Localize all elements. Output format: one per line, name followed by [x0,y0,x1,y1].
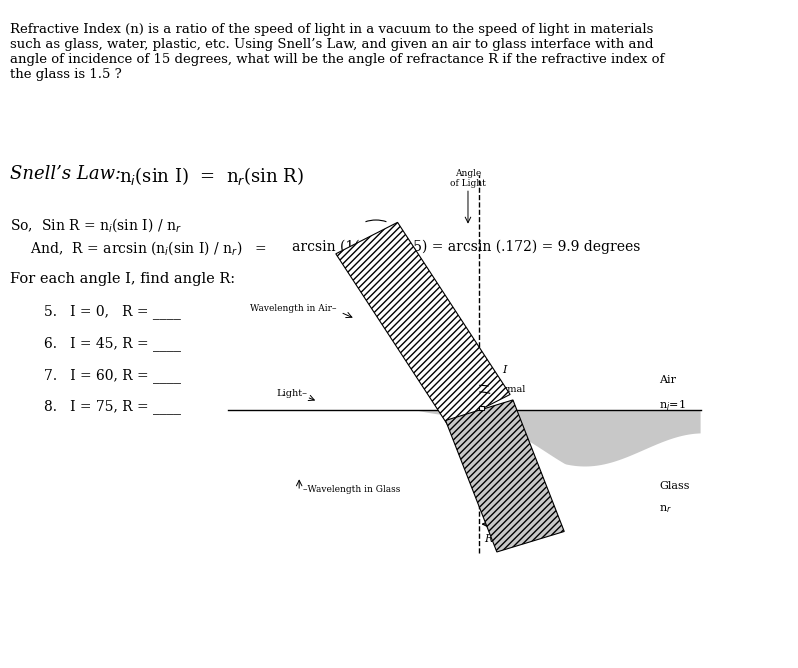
Text: Snell’s Law:: Snell’s Law: [10,165,133,183]
Text: Angle
of Light: Angle of Light [450,169,486,188]
Text: Air: Air [659,375,677,385]
Text: 6.   I = 45, R = ____: 6. I = 45, R = ____ [44,336,181,351]
Text: 8.   I = 75, R = ____: 8. I = 75, R = ____ [44,399,181,414]
Text: 7.   I = 60, R = ____: 7. I = 60, R = ____ [44,368,181,383]
Text: n$_j$=1: n$_j$=1 [659,399,686,415]
Text: n$_r$: n$_r$ [659,504,672,516]
Polygon shape [336,222,510,426]
Text: Wavelength in Air–: Wavelength in Air– [251,305,337,313]
Text: Glass: Glass [659,482,689,492]
Text: arcsin (1(.259)/1.5) = arcsin (.172) = 9.9 degrees: arcsin (1(.259)/1.5) = arcsin (.172) = 9… [291,239,640,254]
Text: And,  R = arcsin (n$_i$(sin I) / n$_r$)   =: And, R = arcsin (n$_i$(sin I) / n$_r$) = [22,239,277,257]
Text: Refractive Index (n) is a ratio of the speed of light in a vacuum to the speed o: Refractive Index (n) is a ratio of the s… [10,23,665,81]
Text: n$_i$(sin I)  =  n$_r$(sin R): n$_i$(sin I) = n$_r$(sin R) [119,165,304,187]
Text: So,  Sin R = n$_i$(sin I) / n$_r$: So, Sin R = n$_i$(sin I) / n$_r$ [10,216,182,234]
Text: 90°: 90° [487,427,504,436]
Text: Normal: Normal [488,385,526,393]
Polygon shape [228,410,701,466]
Polygon shape [445,400,564,552]
Text: For each angle I, find angle R:: For each angle I, find angle R: [10,273,235,287]
Bar [480,405,484,410]
Text: I: I [502,365,506,375]
Text: R: R [484,534,492,544]
Text: –Wavelength in Glass: –Wavelength in Glass [303,485,401,494]
Text: Light–: Light– [277,389,308,398]
Text: 5.   I = 0,   R = ____: 5. I = 0, R = ____ [44,304,181,319]
